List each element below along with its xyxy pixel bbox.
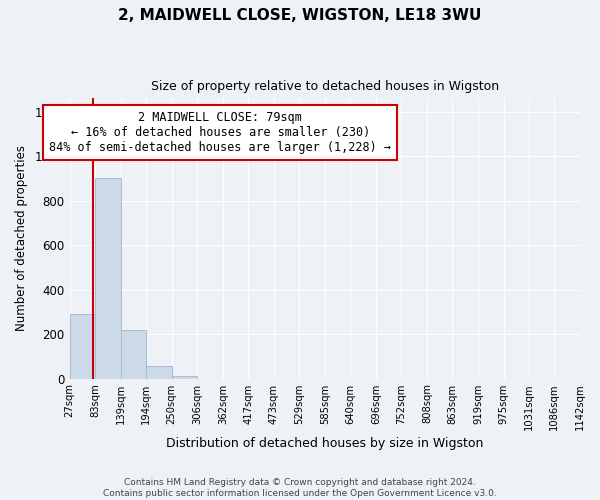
Text: 2 MAIDWELL CLOSE: 79sqm
← 16% of detached houses are smaller (230)
84% of semi-d: 2 MAIDWELL CLOSE: 79sqm ← 16% of detache… — [49, 111, 391, 154]
Text: Contains HM Land Registry data © Crown copyright and database right 2024.
Contai: Contains HM Land Registry data © Crown c… — [103, 478, 497, 498]
Y-axis label: Number of detached properties: Number of detached properties — [15, 146, 28, 332]
Bar — [70, 314, 95, 378]
Bar — [121, 330, 146, 378]
Title: Size of property relative to detached houses in Wigston: Size of property relative to detached ho… — [151, 80, 499, 93]
Bar — [172, 376, 197, 378]
Text: 2, MAIDWELL CLOSE, WIGSTON, LE18 3WU: 2, MAIDWELL CLOSE, WIGSTON, LE18 3WU — [118, 8, 482, 22]
X-axis label: Distribution of detached houses by size in Wigston: Distribution of detached houses by size … — [166, 437, 484, 450]
Bar — [95, 178, 121, 378]
Bar — [146, 366, 172, 378]
